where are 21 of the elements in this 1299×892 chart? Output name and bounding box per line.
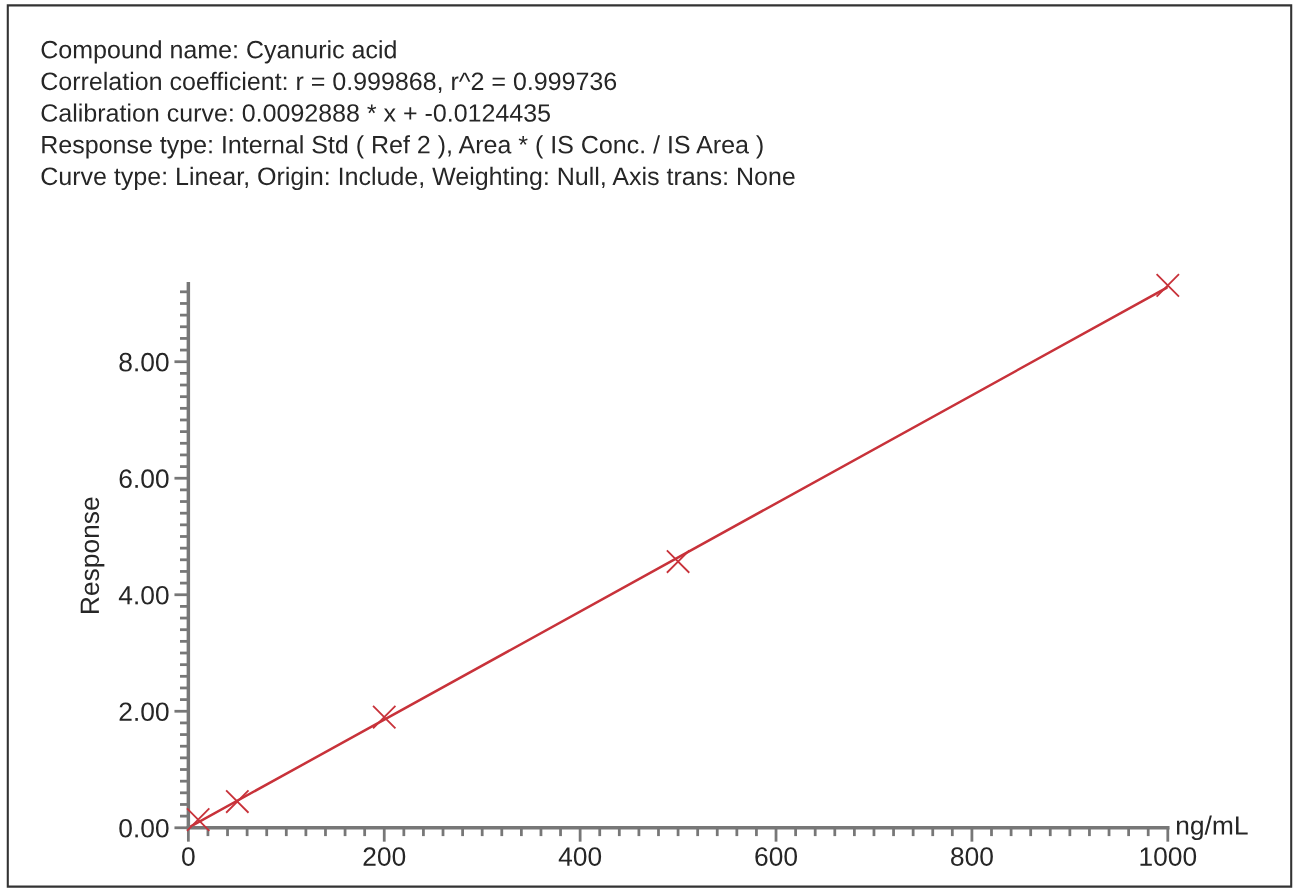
x-tick-label: 200: [363, 847, 406, 866]
point: [665, 549, 691, 574]
x-tick-label: 600: [755, 847, 798, 866]
x-axis-title: ng/mL: [1176, 815, 1248, 841]
y-tick-label: 4.00: [118, 585, 169, 605]
x-tick-label: 0: [182, 847, 195, 866]
y-tick-label: 2.00: [119, 702, 169, 722]
y-tick-label: 6.00: [119, 469, 169, 489]
y-tick-label: 8.00: [119, 352, 169, 372]
y-tick-label: 0.00: [119, 818, 169, 838]
x-tick-label: 800: [951, 847, 993, 866]
point: [372, 704, 397, 730]
text: Calibration curve: 0.0092888 * x + -0.0124435: [41, 103, 550, 122]
text: Compound name: Cyanuric acid: [41, 40, 396, 64]
text: Curve type: Linear, Origin: Include, Weighting: Null, Axis trans: None: [41, 166, 795, 191]
x-tick-label: 1000: [1140, 847, 1197, 866]
text: Response type: Internal Std ( Ref 2 ), Area * ( IS Conc. / IS Area ): [42, 135, 763, 159]
x-tick-label: 400: [558, 847, 602, 866]
y-axis-title: Response: [80, 497, 105, 613]
point: [225, 789, 250, 814]
text: Correlation coefficient: r = 0.999868, r^2 = 0.999736: [41, 71, 617, 94]
